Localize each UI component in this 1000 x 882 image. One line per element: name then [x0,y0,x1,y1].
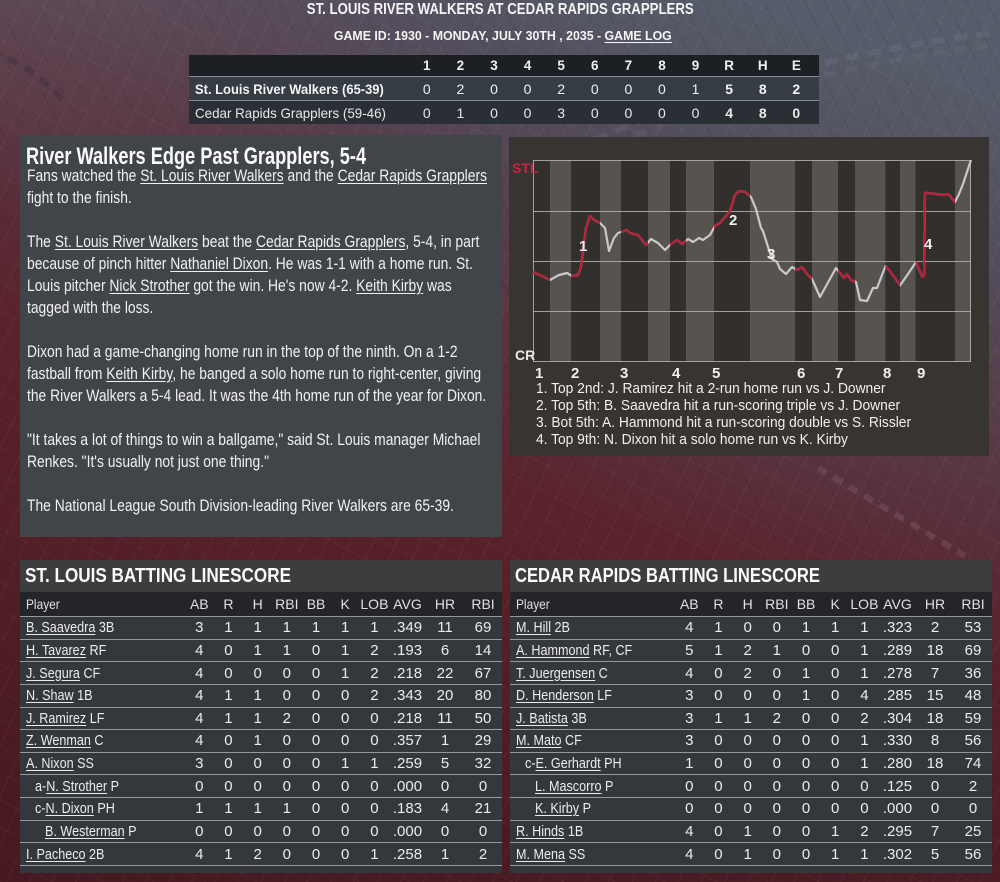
svg-text:CR: CR [515,347,535,363]
svg-text:2: 2 [571,365,579,382]
svg-text:1: 1 [535,365,543,382]
svg-text:3: 3 [620,365,628,382]
svg-text:8: 8 [883,365,891,382]
svg-text:4: 4 [672,365,681,382]
svg-text:5: 5 [712,365,720,382]
svg-text:4: 4 [924,236,933,253]
svg-text:STL: STL [512,160,539,176]
svg-text:2: 2 [729,212,737,229]
svg-text:6: 6 [797,365,805,382]
svg-text:3: 3 [767,246,775,263]
svg-text:9: 9 [917,365,925,382]
svg-text:1: 1 [579,238,587,255]
svg-text:7: 7 [835,365,843,382]
